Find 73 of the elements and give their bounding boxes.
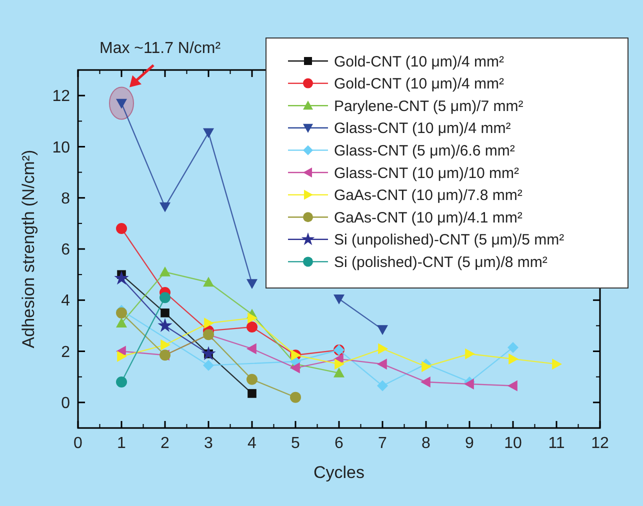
- x-axis-title: Cycles: [313, 463, 365, 482]
- point: [116, 307, 127, 318]
- legend-label: Gold-CNT (10 μm)/4 mm²: [334, 53, 504, 70]
- x-tick-label: 10: [504, 435, 522, 452]
- point: [203, 276, 214, 287]
- point: [117, 350, 127, 362]
- legend-label: Si (polished)-CNT (5 μm)/8 mm²: [334, 254, 548, 271]
- x-tick-label: 8: [422, 435, 431, 452]
- point: [248, 389, 256, 398]
- legend-label: Gold-CNT (10 μm)/4 mm²: [334, 76, 504, 93]
- legend-label: Glass-CNT (10 μm)/10 mm²: [334, 164, 520, 182]
- point: [160, 292, 170, 304]
- x-tick-label: 6: [334, 435, 344, 452]
- point: [160, 266, 170, 276]
- point: [116, 223, 127, 234]
- x-tick-label: 11: [548, 435, 565, 452]
- y-tick-label: 4: [61, 292, 70, 310]
- x-tick-label: 9: [465, 435, 474, 452]
- point: [248, 312, 258, 324]
- point: [552, 358, 562, 370]
- point: [203, 360, 214, 371]
- x-tick-label: 2: [160, 435, 170, 452]
- point: [420, 376, 430, 388]
- point: [334, 294, 344, 304]
- point: [246, 343, 256, 354]
- x-tick-label: 12: [591, 435, 609, 452]
- point: [334, 358, 344, 370]
- point: [246, 322, 258, 332]
- x-tick-label: 0: [74, 435, 83, 452]
- x-tick-label: 5: [291, 435, 300, 452]
- legend-label: Parylene-CNT (5 μm)/7 mm²: [334, 98, 524, 115]
- y-tick-label: 6: [61, 242, 70, 259]
- point: [114, 270, 129, 285]
- point: [201, 346, 216, 360]
- point: [116, 318, 127, 328]
- x-tick-label: 3: [204, 435, 214, 452]
- y-tick-label: 10: [52, 139, 70, 156]
- legend-label: Glass-CNT (10 μm)/4 mm²: [334, 120, 511, 138]
- x-tick-label: 4: [248, 435, 257, 452]
- point: [464, 378, 474, 390]
- point: [158, 318, 172, 332]
- y-tick-label: 8: [61, 190, 70, 208]
- y-tick-label: 2: [61, 344, 70, 361]
- legend-label: Glass-CNT (5 μm)/6.6 mm²: [334, 142, 515, 160]
- legend-label: GaAs-CNT (10 μm)/7.8 mm²: [334, 187, 522, 204]
- x-tick-label: 1: [117, 435, 126, 452]
- legend-label: Si (unpolished)-CNT (5 μm)/5 mm²: [334, 232, 564, 249]
- y-axis-title: Adhesion strength (N/cm²): [19, 150, 38, 348]
- point: [160, 339, 170, 350]
- x-tick-label: 7: [378, 435, 388, 452]
- point: [290, 392, 301, 403]
- point: [422, 361, 432, 372]
- point: [290, 362, 300, 374]
- y-tick-label: 0: [61, 395, 70, 412]
- point: [378, 343, 388, 354]
- legend-label: GaAs-CNT (10 μm)/4.1 mm²: [334, 209, 522, 226]
- point: [508, 353, 518, 364]
- point: [246, 374, 258, 385]
- point: [160, 308, 170, 318]
- point: [246, 279, 258, 290]
- point: [508, 380, 518, 392]
- point: [508, 342, 518, 353]
- point: [465, 348, 475, 360]
- point: [377, 358, 387, 370]
- point: [160, 202, 170, 212]
- point: [204, 318, 214, 329]
- y-tick-label: 12: [52, 88, 70, 106]
- annotation: Max ~11.7 N/cm²: [100, 40, 222, 58]
- point: [116, 376, 127, 388]
- point: [203, 128, 214, 138]
- point: [377, 325, 388, 336]
- point: [377, 380, 388, 392]
- point: [334, 368, 344, 378]
